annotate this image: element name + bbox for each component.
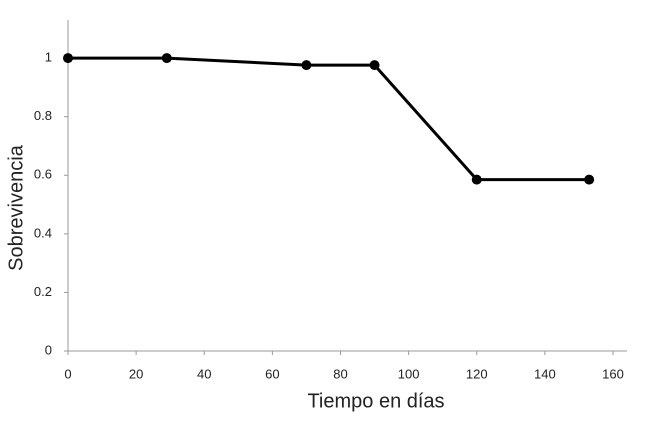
data-point [63,53,73,64]
x-tick-label: 40 [197,366,211,381]
y-tick-label: 0.8 [34,108,52,123]
y-tick-label: 1 [45,50,52,65]
x-tick-label: 80 [333,366,347,381]
x-axis-title: Tiempo en días [307,390,444,412]
data-point [369,60,380,71]
data-point [471,174,482,185]
y-tick-label: 0.4 [34,225,52,240]
y-tick-label: 0.2 [34,284,52,299]
data-line [68,56,590,182]
x-tick-label: 20 [129,366,143,381]
data-point [301,60,312,71]
y-tick-label: 0 [45,342,52,357]
x-tick-label: 60 [265,366,279,381]
data-point [584,174,595,185]
x-tick-label: 140 [534,366,556,381]
x-tick-label: 0 [64,366,71,381]
x-tick-label: 120 [466,366,488,381]
y-tick-label: 0.6 [34,167,52,182]
x-tick-label: 160 [602,366,624,381]
y-axis-title: Sobrevivencia [5,144,27,271]
x-tick-label: 100 [398,366,420,381]
data-point [161,53,172,64]
